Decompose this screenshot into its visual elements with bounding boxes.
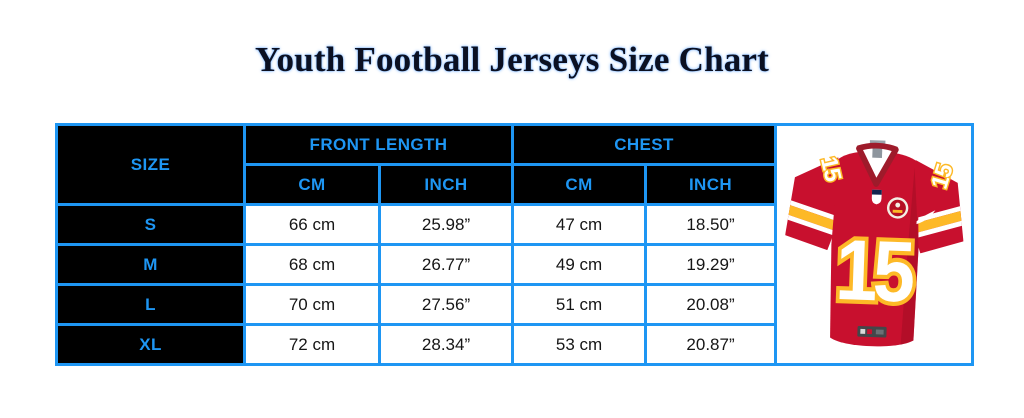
front-cm-cell: 66 cm	[243, 203, 381, 246]
front-cm-cell: 70 cm	[243, 283, 381, 326]
size-cell: S	[55, 203, 246, 246]
team-patch-icon	[886, 197, 908, 219]
front-inch-cell: 27.56”	[377, 283, 515, 326]
chest-cm-cell: 49 cm	[511, 243, 648, 286]
front-cm-cell: 72 cm	[243, 323, 381, 366]
col-header-front-cm: CM	[243, 163, 381, 206]
chest-cm-cell: 53 cm	[511, 323, 648, 366]
col-header-front-inch: INCH	[377, 163, 515, 206]
table-row-m: M 68 cm 26.77” 49 cm 19.29”	[55, 243, 973, 286]
col-header-chest: CHEST	[511, 123, 778, 166]
nfl-shield-icon	[871, 189, 882, 205]
chest-inch-cell: 18.50”	[644, 203, 778, 246]
page-title: Youth Football Jerseys Size Chart	[254, 40, 770, 79]
svg-text:15: 15	[834, 223, 915, 321]
table-row-s: S 66 cm 25.98” 47 cm 18.50”	[55, 203, 973, 246]
chest-inch-cell: 20.08”	[644, 283, 778, 326]
chest-number: 15	[834, 223, 915, 321]
table-row-l: L 70 cm 27.56” 51 cm 20.08”	[55, 283, 973, 326]
header-row-groups: SIZE FRONT LENGTH CHEST	[55, 123, 975, 366]
col-header-chest-cm: CM	[511, 163, 648, 206]
col-header-front-length: FRONT LENGTH	[242, 123, 515, 166]
jersey-product-image: 15 15 15 15 15 15	[774, 123, 975, 366]
size-chart-table: SIZE FRONT LENGTH CHEST	[55, 123, 975, 366]
front-inch-cell: 25.98”	[377, 203, 515, 246]
front-inch-cell: 26.77”	[377, 243, 515, 286]
swoosh-icon	[916, 210, 935, 225]
chest-cm-cell: 51 cm	[511, 283, 648, 326]
col-header-chest-inch: INCH	[644, 163, 778, 206]
header-row-units: CM INCH CM INCH	[57, 163, 973, 206]
chest-cm-cell: 47 cm	[511, 203, 648, 246]
jock-tag	[856, 325, 887, 338]
chest-inch-cell: 20.87”	[644, 323, 778, 366]
size-cell: L	[55, 283, 246, 326]
table-row-xl: XL 72 cm 28.34” 53 cm 20.87”	[55, 323, 973, 366]
size-cell: XL	[55, 323, 246, 366]
size-cell: M	[55, 243, 246, 286]
front-inch-cell: 28.34”	[377, 323, 515, 366]
football-jersey-icon: 15 15 15 15 15 15	[784, 140, 966, 347]
chest-inch-cell: 19.29”	[644, 243, 778, 286]
front-cm-cell: 68 cm	[243, 243, 381, 286]
size-chart-container: SIZE FRONT LENGTH CHEST	[55, 123, 975, 366]
col-header-size: SIZE	[55, 123, 246, 206]
